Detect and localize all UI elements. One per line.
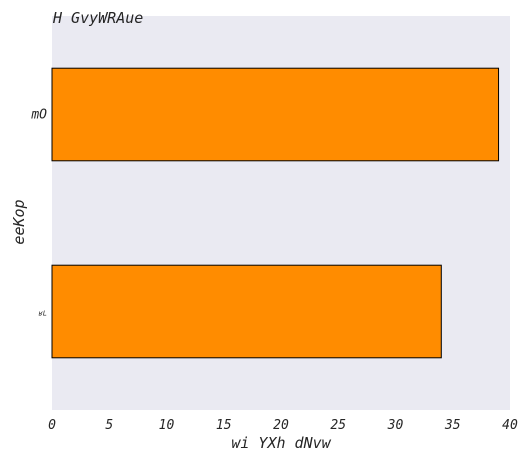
x-tick-label: 0 bbox=[48, 418, 56, 433]
x-axis-label: wi YXh dNvw bbox=[231, 434, 331, 452]
bar bbox=[51, 67, 500, 162]
bar bbox=[51, 264, 442, 359]
y-axis-label: eeKop bbox=[10, 199, 28, 244]
y-tick-labels: mO ʁL bbox=[30, 108, 47, 318]
x-tick-label: 10 bbox=[159, 418, 175, 433]
x-tick-label: 40 bbox=[502, 418, 518, 433]
x-tick-label: 5 bbox=[105, 418, 113, 433]
x-tick-labels: 0 5 10 15 20 25 30 35 40 bbox=[48, 418, 518, 433]
x-tick-label: 15 bbox=[216, 418, 232, 433]
chart-title: H GvyWRAue bbox=[52, 9, 143, 27]
y-tick-label: ʁL bbox=[39, 310, 47, 318]
bars-layer bbox=[51, 67, 500, 359]
x-tick-label: 25 bbox=[330, 418, 346, 433]
x-tick-label: 30 bbox=[387, 418, 404, 433]
x-tick-label: 20 bbox=[273, 418, 289, 433]
y-tick-label: mO bbox=[30, 108, 47, 123]
x-tick-label: 35 bbox=[444, 418, 461, 433]
